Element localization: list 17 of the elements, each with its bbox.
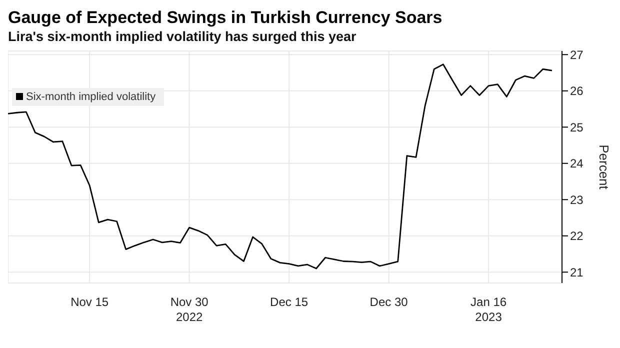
line-series: [8, 64, 553, 270]
x-tick-label: Jan 16 2023: [470, 294, 507, 324]
y-tick-label: 27: [570, 48, 584, 62]
y-tick-label: 21: [570, 265, 584, 280]
y-tick-label: 25: [570, 120, 584, 134]
x-tick-label: Nov 15: [70, 294, 109, 309]
y-tick-label: 26: [570, 84, 584, 98]
chart-subtitle: Lira's six-month implied volatility has surged this year: [8, 28, 358, 45]
y-tick-label: 23: [570, 192, 584, 207]
y-tick-label: 24: [570, 156, 584, 171]
chart-title: Gauge of Expected Swings in Turkish Currency Soars: [8, 8, 444, 28]
x-tick-label: Dec 15: [270, 294, 308, 309]
y-tick-label: 22: [570, 229, 584, 244]
y-axis-title: Percent: [596, 144, 612, 190]
x-tick-label: Nov 30 2022: [170, 294, 209, 324]
x-tick-label: Dec 30: [370, 294, 408, 309]
legend-label: Six-month implied volatility: [25, 90, 156, 102]
